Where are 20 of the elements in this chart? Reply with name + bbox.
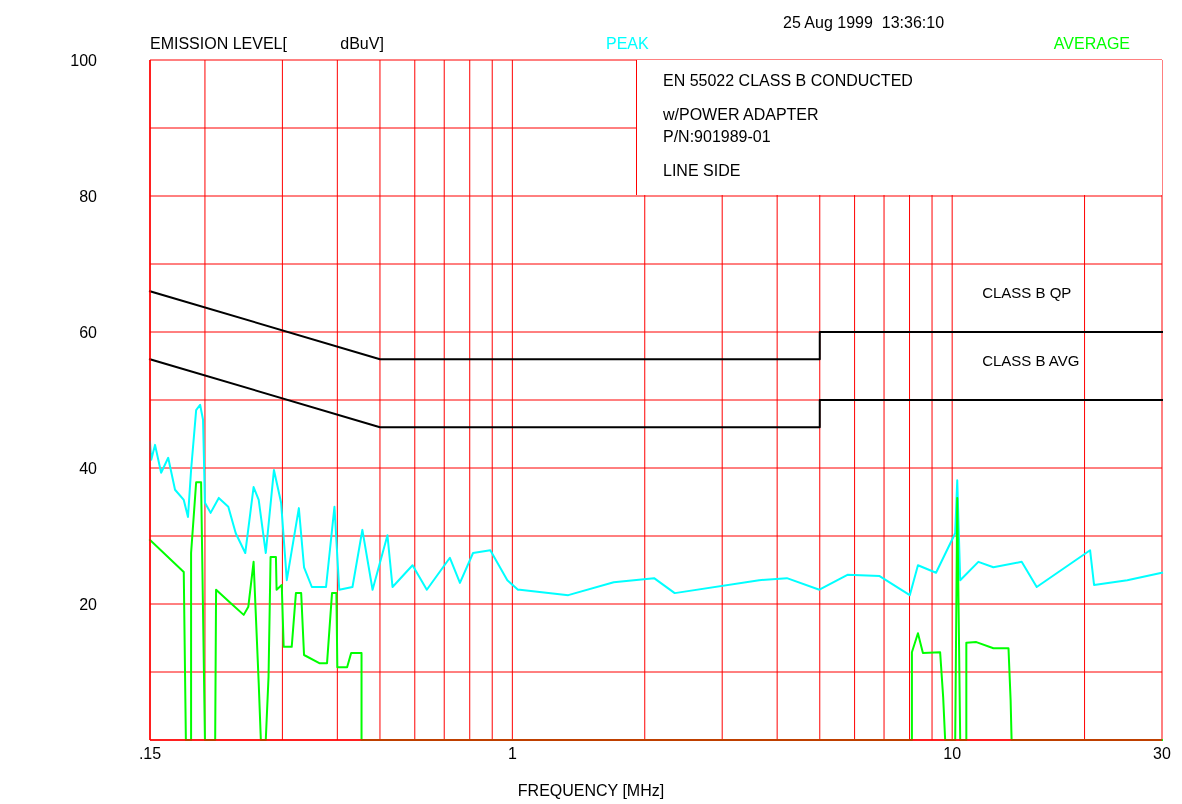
- annotation: P/N:901989-01: [663, 127, 772, 147]
- annotation: w/POWER ADAPTER: [663, 105, 820, 125]
- annotation: LINE SIDE: [663, 161, 742, 181]
- x-tick-label: 30: [1153, 745, 1171, 763]
- annotation: CLASS B QP: [982, 283, 1072, 301]
- annotation: EN 55022 CLASS B CONDUCTED: [663, 71, 914, 91]
- y-tick-label: 80: [79, 187, 98, 205]
- annotation: CLASS B AVG: [982, 351, 1080, 369]
- y-tick-label: 40: [79, 459, 98, 477]
- y-tick-label: 20: [79, 595, 98, 613]
- x-tick-label: .15: [138, 745, 162, 763]
- text: AVERAGE: [1053, 35, 1130, 53]
- y-axis-title: EMISSION LEVEL[ dBuV]: [150, 35, 384, 53]
- chart-title: 25 Aug 1999 13:36:10: [783, 14, 945, 32]
- x-tick-label: 10: [943, 745, 962, 763]
- y-tick-label: 60: [79, 323, 98, 341]
- y-tick-label: 100: [70, 51, 98, 69]
- x-axis-title: FREQUENCY [MHz]: [516, 782, 666, 800]
- text: PEAK: [606, 35, 649, 53]
- x-tick-label: 1: [507, 745, 517, 763]
